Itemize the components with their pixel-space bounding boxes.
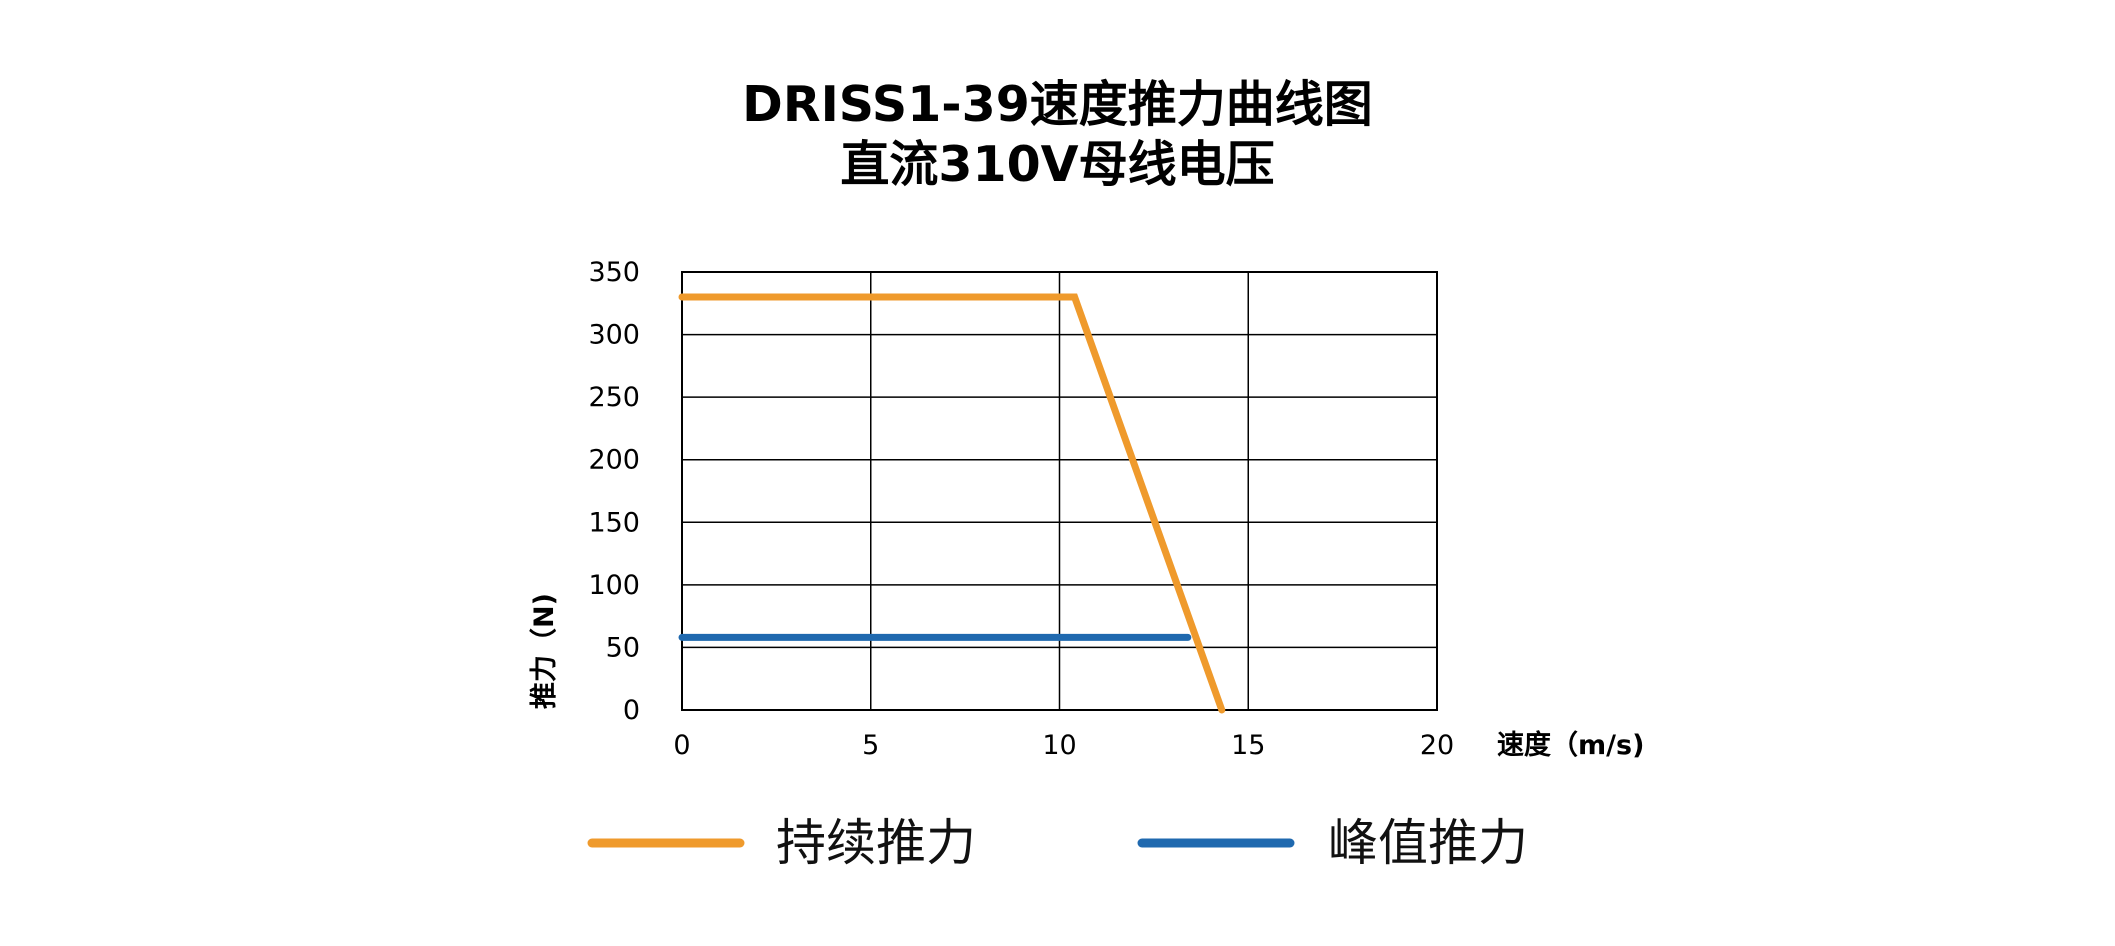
legend-label-0: 持续推力 (776, 814, 976, 872)
x-tick-label: 15 (1231, 730, 1265, 761)
series-line-0 (678, 293, 1226, 714)
y-tick-label: 200 (588, 445, 640, 476)
chart-grid (681, 271, 1438, 711)
chart-title: DRISS1-39速度推力曲线图 (742, 76, 1373, 133)
y-tick-label: 250 (588, 382, 640, 413)
x-tick-label: 20 (1420, 730, 1454, 761)
y-tick-label: 150 (588, 507, 640, 538)
y-tick-label: 350 (588, 257, 640, 288)
x-tick-label: 5 (862, 730, 879, 761)
chart-legend: 持续推力 峰值推力 (587, 814, 1528, 872)
chart-axis-titles: 速度（m/s) 推力（N) (529, 593, 1644, 761)
y-axis-title: 推力（N) (529, 593, 560, 709)
y-tick-label: 300 (588, 320, 640, 351)
x-tick-label: 0 (673, 730, 690, 761)
y-tick-label: 50 (606, 632, 640, 663)
chart-ticks: 0 50 100 150 200 250 300 350 0 5 10 15 20 (588, 257, 1454, 761)
chart-series (678, 293, 1226, 714)
chart-subtitle: 直流310V母线电压 (840, 136, 1275, 193)
x-axis-title: 速度（m/s) (1497, 729, 1644, 761)
x-tick-label: 10 (1042, 730, 1076, 761)
y-tick-label: 100 (588, 570, 640, 601)
y-tick-label: 0 (623, 695, 640, 726)
legend-label-1: 峰值推力 (1328, 814, 1528, 872)
